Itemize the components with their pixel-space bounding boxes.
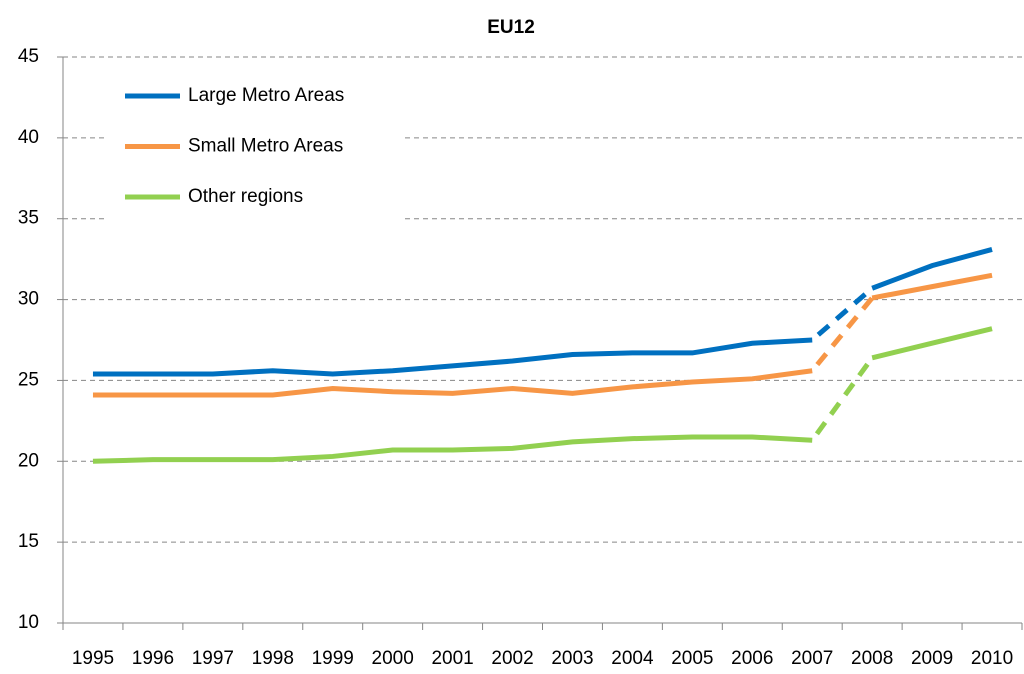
y-tick-label: 35 [18, 208, 39, 229]
legend-label: Large Metro Areas [188, 85, 344, 106]
y-tick-label: 45 [18, 46, 39, 67]
x-tick-label: 2003 [551, 648, 593, 669]
x-tick-label: 1995 [72, 648, 114, 669]
legend-label: Small Metro Areas [188, 136, 343, 157]
y-tick-label: 40 [18, 127, 39, 148]
series-line [92, 337, 813, 377]
y-tick-label: 30 [18, 289, 39, 310]
series-line [92, 434, 813, 464]
x-tick-label: 2001 [431, 648, 473, 669]
x-tick-label: 1996 [132, 648, 174, 669]
series-line-dashed [810, 286, 874, 342]
x-tick-label: 2010 [971, 648, 1013, 669]
x-tick-label: 2007 [791, 648, 833, 669]
x-tick-label: 2004 [611, 648, 654, 669]
x-tick-label: 2006 [731, 648, 773, 669]
y-tick-label: 10 [18, 612, 39, 633]
series-line [871, 272, 993, 301]
x-tick-label: 2008 [851, 648, 893, 669]
chart-title: EU12 [487, 17, 535, 38]
series-line [92, 368, 813, 398]
legend-label: Other regions [188, 186, 303, 207]
x-tick-label: 1997 [192, 648, 234, 669]
x-tick-label: 1999 [312, 648, 354, 669]
x-tick-label: 2002 [491, 648, 533, 669]
series-line [871, 247, 993, 291]
series-line-dashed [810, 296, 875, 373]
y-tick-label: 20 [18, 450, 39, 471]
x-tick-label: 2009 [911, 648, 953, 669]
y-tick-label: 15 [18, 531, 39, 552]
series-line-dashed [810, 356, 875, 442]
x-tick-label: 2005 [671, 648, 713, 669]
series-line [871, 326, 993, 361]
x-tick-label: 1998 [252, 648, 294, 669]
x-tick-label: 2000 [372, 648, 414, 669]
y-tick-label: 25 [18, 369, 39, 390]
